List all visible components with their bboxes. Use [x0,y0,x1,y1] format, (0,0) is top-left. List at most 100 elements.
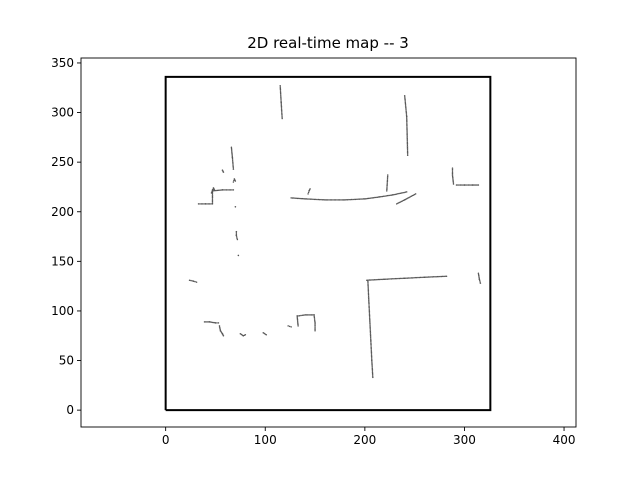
scan-point [413,276,415,279]
scan-point [342,199,345,201]
scan-point [406,148,409,150]
scan-point [406,119,408,122]
scan-point [236,237,238,239]
scan-point [369,321,371,323]
scan-point [386,188,388,191]
scan-point [317,198,320,201]
scan-point [452,183,455,185]
scan-point [356,198,358,201]
scan-segment [197,203,214,205]
scan-segment [232,178,237,183]
scan-point [369,335,372,338]
scan-point [346,198,349,201]
scan-point [223,189,225,191]
scan-segment [279,85,283,120]
scan-point [479,281,481,283]
scan-point [478,279,481,282]
y-tick-label: 350 [51,56,74,70]
scan-point [402,277,405,280]
scan-point [320,198,322,201]
scan-point [370,355,373,358]
scan-point [451,172,454,175]
scan-point [401,200,404,202]
scan-point [400,192,403,194]
scan-point [414,193,417,195]
scan-point [397,193,399,195]
scan-point [386,182,389,184]
scan-point [314,330,316,332]
scan-point [403,94,406,97]
scan-point [369,197,371,199]
scan-point [405,191,408,193]
scan-point [386,186,388,188]
scan-point [352,198,354,201]
scan-point [368,300,370,302]
scan-point [232,161,234,164]
scan-point [430,276,432,278]
scan-point [219,327,221,330]
scan-point [200,203,203,205]
scan-point [211,189,214,191]
x-tick-label: 200 [353,433,376,447]
scan-point [477,272,480,274]
scan-point [405,117,408,119]
scan-point [400,200,403,203]
scan-point [370,338,372,341]
scan-point [395,193,398,195]
scan-point [374,196,376,199]
scan-point [405,115,408,118]
scan-point [457,184,459,186]
scan-point [406,197,408,200]
scan-point [367,296,370,298]
scan-point [367,197,370,200]
scan-point [371,372,374,375]
scan-point [403,199,406,201]
scan-point [281,115,283,117]
scan-point [308,314,310,316]
scan-point [368,306,370,309]
scan-point [207,203,210,205]
scan-point [370,349,373,351]
scan-point [303,198,305,200]
scan-point [235,236,238,238]
scan-point [280,100,282,103]
scan-point [372,376,374,379]
scan-point [432,276,435,278]
scan-point [231,150,233,152]
scan-point [367,284,369,287]
scan-point [279,91,282,94]
scan-point [406,135,408,137]
scan-point [298,314,301,317]
scan-segment [221,169,225,173]
scan-point [244,334,247,336]
scan-point [281,117,283,120]
scan-point [367,279,369,281]
scan-point [369,334,372,337]
scan-point [280,96,282,99]
scan-point [399,201,401,203]
scan-point [369,330,372,333]
scan-point [373,279,376,281]
scan-segment [477,272,482,284]
scan-point [477,273,480,276]
scan-point [296,315,298,317]
scan-point [390,278,393,280]
scan-point [279,85,281,87]
y-tick-label: 0 [66,403,74,417]
scan-point [405,277,407,279]
scan-point [441,275,444,278]
scan-point [314,326,316,328]
scan-point [206,321,208,323]
scan-point [425,276,427,278]
scan-point [219,189,221,191]
scan-point [477,184,480,186]
scan-point [406,120,408,123]
scan-point [478,274,480,277]
scan-segment [239,333,247,337]
scan-point [472,184,475,186]
scan-point [368,302,370,305]
scan-point [368,305,370,308]
scan-segment [367,279,374,379]
scan-point [469,184,471,186]
scan-point [207,321,209,323]
